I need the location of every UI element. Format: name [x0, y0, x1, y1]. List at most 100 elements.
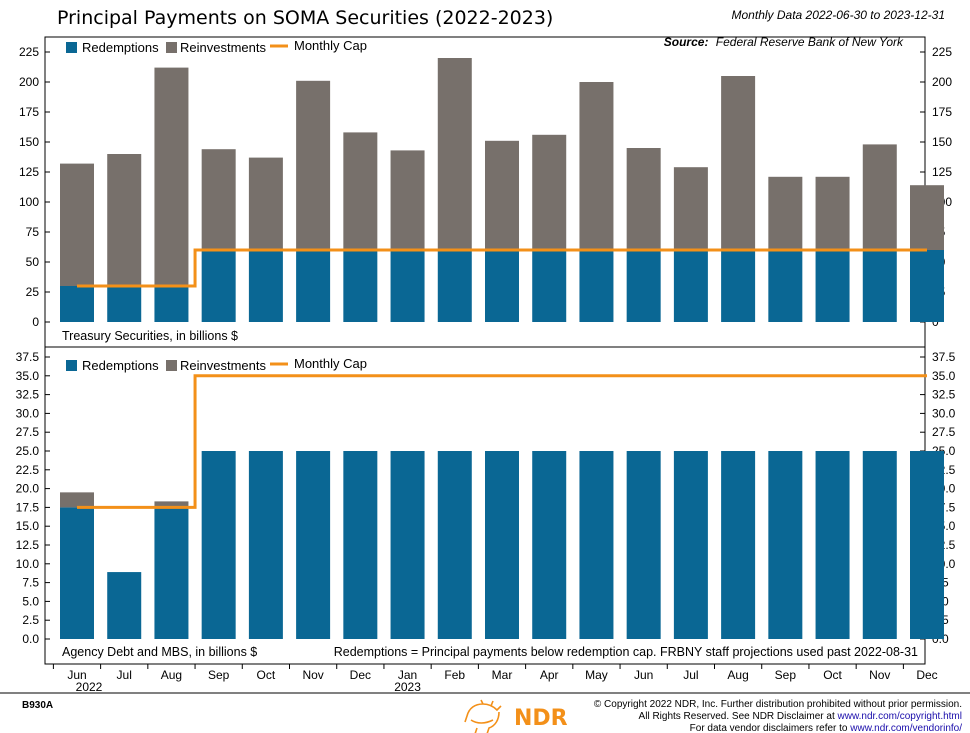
agency-ytick-label-left: 22.5 — [16, 463, 40, 477]
agency-note: Redemptions = Principal payments below r… — [334, 645, 918, 659]
treasury-redemptions-bar — [343, 250, 378, 322]
agency-ytick-label-left: 30.0 — [16, 406, 40, 420]
treasury-ytick-label-right: 175 — [932, 105, 952, 119]
agency-ytick-label-left: 35.0 — [16, 369, 40, 383]
agency-ytick-label-left: 17.5 — [16, 500, 40, 514]
agency-ytick-label-left: 10.0 — [16, 557, 40, 571]
agency-redemptions-bar — [721, 451, 756, 639]
treasury-ytick-label-right: 125 — [932, 165, 952, 179]
treasury-reinvestments-bar — [626, 148, 661, 250]
treasury-reinvestments-bar — [910, 185, 944, 250]
x-tick-label: Jan — [398, 668, 417, 682]
agency-ytick-label-left: 32.5 — [16, 388, 40, 402]
agency-ytick-label-left: 37.5 — [16, 350, 40, 364]
x-tick-label: Dec — [916, 668, 937, 682]
treasury-ytick-label-left: 75 — [26, 225, 40, 239]
chart-code: B930A — [22, 700, 53, 711]
x-tick-label: Jun — [67, 668, 86, 682]
x-tick-label: Apr — [540, 668, 559, 682]
treasury-reinvestments-bar — [201, 149, 236, 250]
treasury-reinvestments-bar — [343, 132, 378, 250]
copyright-line-3: For data vendor disclaimers refer to www… — [690, 723, 963, 733]
agency-legend: Redemptions Reinvestments Monthly Cap — [66, 356, 367, 373]
x-tick-label: Feb — [444, 668, 465, 682]
agency-ytick-label-left: 5.0 — [22, 594, 39, 608]
treasury-reinvestments-bar — [296, 80, 331, 250]
treasury-reinvestments-bar — [390, 150, 425, 250]
x-tick-label: Aug — [727, 668, 748, 682]
agency-ytick-label-left: 20.0 — [16, 482, 40, 496]
treasury-ytick-label-left: 175 — [19, 105, 39, 119]
agency-redemptions-bar — [910, 451, 944, 639]
treasury-redemptions-bar — [248, 250, 283, 322]
copyright-line-2: All Rights Reserved. See NDR Disclaimer … — [639, 711, 962, 722]
ndr-logo: NDR — [464, 699, 568, 733]
agency-ytick-label-right: 27.5 — [932, 425, 956, 439]
agency-redemptions-bar — [60, 507, 94, 639]
treasury-ytick-label-left: 25 — [26, 285, 40, 299]
treasury-reinvestments-bar — [579, 82, 614, 250]
treasury-reinvestments-bar — [673, 167, 708, 250]
agency-reinvestments-bar — [154, 501, 189, 508]
treasury-ytick-label-right: 200 — [932, 75, 952, 89]
x-tick-label: Sep — [775, 668, 797, 682]
x-tick-label: Sep — [208, 668, 230, 682]
agency-ytick-label-right: 37.5 — [932, 350, 956, 364]
agency-redemptions-bar — [673, 451, 708, 639]
copyright-line-2-text: All Rights Reserved. See NDR Disclaimer … — [639, 711, 838, 722]
treasury-ytick-label-right: 225 — [932, 45, 952, 59]
treasury-redemptions-bar — [673, 250, 708, 322]
treasury-ytick-label-left: 150 — [19, 135, 39, 149]
treasury-reinvestments-bar — [437, 58, 472, 250]
agency-redemptions-bar — [815, 451, 850, 639]
agency-redemptions-bar — [390, 451, 425, 639]
treasury-monthly-cap-line — [77, 248, 927, 288]
agency-panel: 0.00.02.52.55.05.07.57.510.010.012.512.5… — [16, 350, 956, 659]
agency-redemptions-bar — [437, 451, 472, 639]
treasury-ytick-label-left: 125 — [19, 165, 39, 179]
agency-ytick-label-left: 7.5 — [22, 576, 39, 590]
copyright-line-1: © Copyright 2022 NDR, Inc. Further distr… — [594, 699, 962, 710]
treasury-redemptions-bar — [60, 286, 94, 322]
treasury-redemptions-bar — [768, 250, 803, 322]
ndr-logo-text: NDR — [514, 706, 568, 731]
copyright-link[interactable]: www.ndr.com/copyright.html — [837, 711, 963, 722]
legend-reinvestments-swatch — [166, 42, 177, 53]
agency-ytick-label-left: 27.5 — [16, 425, 40, 439]
agency-ytick-label-left: 15.0 — [16, 519, 40, 533]
agency-redemptions-bar — [343, 451, 378, 639]
agency-bars — [60, 451, 944, 639]
treasury-redemptions-bar — [721, 250, 756, 322]
treasury-redemptions-bar — [862, 250, 897, 322]
treasury-ytick-label-left: 200 — [19, 75, 39, 89]
treasury-redemptions-bar — [579, 250, 614, 322]
source-note: Source: Federal Reserve Bank of New York — [664, 35, 904, 49]
x-tick-label: Mar — [492, 668, 513, 682]
x-tick-label: Nov — [302, 668, 323, 682]
treasury-redemptions-bar — [910, 250, 944, 322]
treasury-reinvestments-bar — [60, 163, 94, 286]
agency-redemptions-bar — [296, 451, 331, 639]
treasury-redemptions-bar — [107, 286, 142, 322]
agency-redemptions-bar — [579, 451, 614, 639]
legend-redemptions-swatch — [66, 360, 77, 371]
vendor-link[interactable]: www.ndr.com/vendorinfo/ — [849, 723, 962, 733]
data-range-label: Monthly Data 2022-06-30 to 2023-12-31 — [732, 8, 945, 22]
agency-subtitle: Agency Debt and MBS, in billions $ — [62, 645, 257, 659]
treasury-reinvestments-bar — [485, 140, 519, 250]
treasury-redemptions-bar — [437, 250, 472, 322]
x-tick-label: Jul — [683, 668, 698, 682]
treasury-reinvestments-bar — [721, 76, 756, 250]
treasury-ytick-label-left: 100 — [19, 195, 39, 209]
treasury-legend: Redemptions Reinvestments Monthly Cap — [66, 38, 367, 55]
treasury-reinvestments-bar — [815, 176, 850, 250]
treasury-redemptions-bar — [154, 286, 189, 322]
treasury-redemptions-bar — [201, 250, 236, 322]
legend-cap-label: Monthly Cap — [294, 38, 367, 53]
agency-redemptions-bar — [862, 451, 897, 639]
agency-redemptions-bar — [107, 572, 142, 639]
chart-title: Principal Payments on SOMA Securities (2… — [57, 7, 553, 29]
agency-redemptions-bar — [768, 451, 803, 639]
agency-redemptions-bar — [626, 451, 661, 639]
